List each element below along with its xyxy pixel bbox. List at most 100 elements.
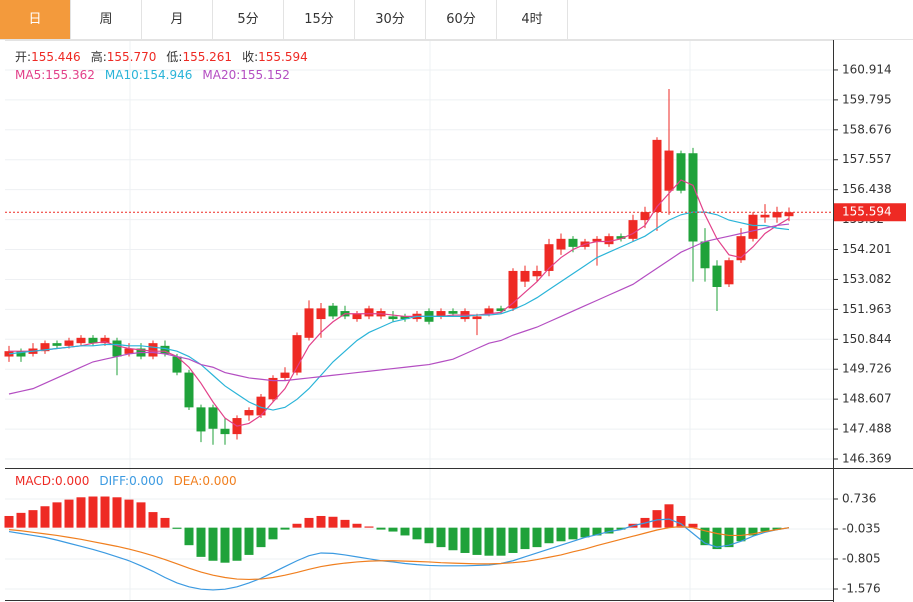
- macd-bar: [712, 527, 722, 550]
- candle-body: [604, 236, 614, 245]
- legend-label: DEA: [173, 474, 199, 488]
- macd-bar: [496, 527, 506, 556]
- legend-value: 155.261: [182, 50, 232, 64]
- macd-bar: [112, 497, 122, 528]
- macd-line: [8, 525, 790, 581]
- legend: MA5:155.362 MA10:154.946 MA20:155.152: [15, 68, 290, 82]
- period-tab[interactable]: 5分: [213, 0, 284, 39]
- macd-bar: [652, 510, 662, 528]
- macd-bar: [16, 512, 26, 528]
- macd-bar: [328, 516, 338, 528]
- candle-body: [496, 308, 506, 312]
- macd-bar: [544, 527, 554, 544]
- macd-bar: [220, 527, 230, 563]
- macd-bar: [40, 506, 50, 528]
- legend-label: 开: [15, 50, 27, 64]
- legend-value: 154.946: [143, 68, 193, 82]
- candle-body: [208, 407, 218, 429]
- candle-body: [160, 345, 170, 354]
- macd-bar: [268, 527, 278, 540]
- macd-bar: [664, 504, 674, 528]
- legend: MACD:0.000 DIFF:0.000 DEA:0.000: [15, 474, 237, 488]
- candle-body: [448, 311, 458, 314]
- period-tab[interactable]: 30分: [355, 0, 426, 39]
- macd-bar: [388, 527, 398, 532]
- macd-bar: [412, 527, 422, 540]
- candle-body: [220, 428, 230, 435]
- legend-sep: :: [27, 50, 31, 64]
- macd-bar: [376, 527, 386, 530]
- legend-sep: :: [103, 50, 107, 64]
- macd-bar: [724, 527, 734, 548]
- macd-bar: [196, 527, 206, 557]
- candle-body: [268, 377, 278, 400]
- candle-body: [616, 236, 626, 239]
- last-price-box: [834, 203, 906, 222]
- y-tick-label: -0.035: [842, 522, 881, 536]
- macd-bar: [616, 527, 626, 530]
- period-tabs: 日周月 5分 15分 30分 60分 4时: [0, 0, 913, 40]
- macd-bar: [76, 497, 86, 528]
- macd-bar: [424, 527, 434, 544]
- candle-body: [484, 308, 494, 314]
- macd-bar: [532, 527, 542, 548]
- macd-bar: [232, 527, 242, 561]
- period-tab[interactable]: 15分: [284, 0, 355, 39]
- candle-body: [364, 308, 374, 317]
- candle-body: [676, 153, 686, 191]
- macd-bar: [448, 527, 458, 551]
- y-tick-label: 154.201: [842, 242, 892, 256]
- y-tick-label: 149.726: [842, 362, 892, 376]
- y-tick-label: 157.557: [842, 152, 892, 166]
- candle-body: [256, 396, 266, 416]
- period-tab[interactable]: 60分: [426, 0, 497, 39]
- candle-body: [532, 270, 542, 277]
- macd-bar: [64, 499, 74, 528]
- macd-bar: [88, 496, 98, 528]
- legend-label: MA10: [105, 68, 139, 82]
- candle-body: [328, 305, 338, 317]
- macd-bar: [160, 517, 170, 528]
- macd-bar: [208, 527, 218, 561]
- y-tick-label: -0.805: [842, 552, 881, 566]
- legend-sep: :: [236, 68, 240, 82]
- period-tab[interactable]: 周: [71, 0, 142, 39]
- candle-body: [280, 372, 290, 378]
- legend-value: 0.000: [129, 474, 163, 488]
- y-tick-label: 150.844: [842, 332, 892, 346]
- candle-body: [388, 316, 398, 320]
- period-tab[interactable]: 4时: [497, 0, 568, 39]
- period-tab[interactable]: 日: [0, 0, 71, 39]
- legend-label: MACD: [15, 474, 51, 488]
- macd-bar: [604, 527, 614, 534]
- macd-bar: [592, 527, 602, 536]
- macd-bar: [244, 527, 254, 555]
- legend-value: 0.000: [55, 474, 89, 488]
- candle-body: [64, 340, 74, 346]
- candle-body: [316, 308, 326, 320]
- legend-value: 0.000: [202, 474, 236, 488]
- candle-body: [196, 407, 206, 432]
- macd-bar: [484, 527, 494, 556]
- candle-body: [124, 348, 134, 354]
- candle-body: [16, 351, 26, 357]
- macd-bar: [700, 527, 710, 546]
- legend-value: 155.152: [240, 68, 290, 82]
- macd-bar: [520, 527, 530, 550]
- candle-body: [556, 238, 566, 250]
- candle-body: [664, 150, 674, 191]
- y-tick-label: 148.607: [842, 392, 892, 406]
- candle-body: [148, 343, 158, 357]
- candle-body: [292, 335, 302, 373]
- macd-bar: [748, 527, 758, 536]
- candle-body: [472, 316, 482, 320]
- period-tab[interactable]: 月: [142, 0, 213, 39]
- macd-bar: [580, 527, 590, 538]
- ma-line: [9, 179, 790, 427]
- macd-bar: [400, 527, 410, 536]
- candle-body: [760, 214, 770, 218]
- candle-body: [400, 316, 410, 320]
- candle-body: [352, 313, 362, 320]
- candle-body: [520, 270, 530, 282]
- legend-sep: :: [254, 50, 258, 64]
